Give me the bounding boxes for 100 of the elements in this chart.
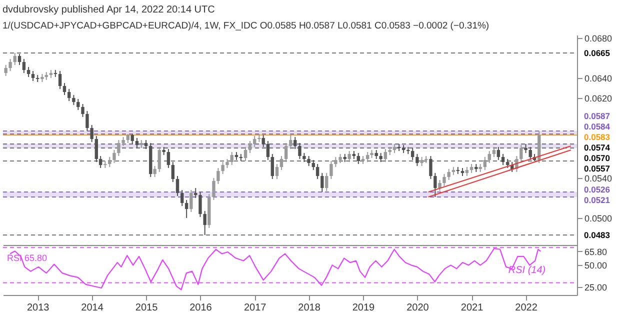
annotation: RSI (14): [508, 265, 546, 276]
candlestick: [135, 138, 139, 148]
candlestick: [112, 150, 116, 164]
candlestick: [429, 156, 432, 180]
ref-line-label: 0.0483: [584, 230, 610, 240]
ref-line-label: 0.0587: [584, 110, 610, 121]
candlestick: [483, 156, 487, 170]
candlestick: [384, 148, 388, 162]
x-tick-label: 2014: [81, 302, 104, 314]
candlestick: [198, 192, 202, 218]
candlestick: [72, 94, 76, 106]
candlestick: [190, 190, 193, 212]
ref-line-label: 0.0570: [584, 152, 610, 163]
x-tick-label: 2015: [135, 302, 158, 314]
candlestick: [67, 88, 71, 102]
candlestick: [528, 146, 532, 160]
candlestick: [18, 54, 22, 66]
ref-line-label: 0.0574: [584, 142, 610, 152]
candlestick: [416, 154, 419, 166]
candlestick: [520, 144, 523, 162]
candlestick: [86, 110, 89, 132]
x-tick-label: 2013: [26, 302, 50, 314]
candlestick: [58, 70, 62, 90]
candlestick: [26, 66, 30, 78]
candlestick: [356, 152, 360, 164]
candlestick: [410, 148, 414, 160]
candlestick: [348, 150, 351, 162]
candlestick: [252, 136, 256, 148]
candlestick: [284, 142, 288, 162]
candlestick: [244, 146, 248, 162]
candlestick: [316, 164, 320, 180]
candlestick: [320, 172, 324, 192]
candlestick: [13, 52, 16, 66]
candlestick: [8, 58, 12, 72]
candlestick: [184, 200, 188, 218]
candlestick: [366, 152, 370, 162]
candlestick: [203, 210, 206, 236]
candlestick: [325, 172, 328, 192]
candlestick: [438, 180, 442, 192]
ref-line-label: 0.0557: [584, 163, 610, 174]
candlestick: [330, 160, 333, 180]
candlestick: [158, 146, 161, 172]
annotation: RSI 65.80: [7, 253, 48, 263]
y-tick-label: 0.0500: [584, 214, 612, 224]
y-tick-label: 0.0620: [584, 94, 612, 104]
candlestick: [4, 64, 8, 76]
x-tick-label: 2016: [190, 302, 212, 314]
candlestick: [98, 156, 102, 168]
candlestick: [62, 82, 66, 96]
candlestick: [270, 154, 274, 180]
candlestick: [298, 142, 302, 160]
candlestick: [289, 134, 292, 150]
y-tick-label: 0.0540: [584, 174, 612, 184]
candlestick: [166, 148, 170, 168]
candlestick: [108, 156, 112, 168]
candlestick: [501, 154, 505, 166]
candlestick: [221, 162, 224, 174]
ref-line-label: 0.0521: [584, 194, 610, 205]
candlestick: [312, 160, 315, 170]
candlestick: [81, 104, 84, 118]
candlestick: [130, 134, 134, 144]
x-tick-label: 2018: [298, 302, 321, 314]
ref-line-label: 0.0583: [584, 132, 610, 142]
candlestick: [442, 174, 446, 186]
x-tick-label: 2017: [244, 302, 267, 314]
candlestick: [31, 70, 35, 82]
y-tick-label: 0.0680: [584, 34, 612, 44]
x-tick-label: 2022: [515, 302, 538, 314]
chart-subtitle: 1/(USDCAD+JPYCAD+GBPCAD+EURCAD)/4, 1W, FX_IDC O0.0585 H0.0587 L0.0581 C0.0583 −0.0002 (−0.31%): [2, 20, 490, 32]
candlestick: [90, 124, 94, 142]
chart-title: dvdubrovsky published Apr 14, 2022 20:14 UTC: [2, 4, 215, 16]
candlestick: [307, 156, 310, 166]
candlestick: [216, 168, 220, 184]
candlestick: [117, 140, 120, 156]
candlestick: [496, 146, 500, 160]
candlestick: [230, 152, 234, 166]
candlestick: [294, 136, 297, 150]
y-tick-label: 25.00: [584, 282, 608, 293]
x-tick-label: 2019: [352, 302, 376, 314]
candlestick: [180, 190, 184, 206]
candlestick: [153, 166, 156, 178]
ref-line-label: 0.0665: [584, 48, 610, 58]
candlestick: [22, 58, 26, 74]
candlestick: [275, 164, 279, 180]
candlestick: [447, 168, 450, 180]
x-tick-label: 2020: [406, 302, 430, 314]
candlestick: [262, 134, 265, 148]
candlestick: [492, 146, 496, 158]
y-tick-label: 50.00: [584, 260, 608, 271]
candlestick: [94, 136, 98, 162]
candlestick: [76, 98, 80, 110]
candlestick: [334, 156, 338, 168]
candlestick: [171, 162, 174, 182]
candlestick: [176, 176, 180, 196]
ref-line-label: 0.0526: [584, 184, 610, 194]
candlestick: [280, 156, 284, 170]
candlestick: [212, 178, 216, 200]
candlestick: [266, 140, 270, 160]
candlestick: [248, 140, 252, 154]
y-tick-label: 0.0640: [584, 74, 612, 84]
